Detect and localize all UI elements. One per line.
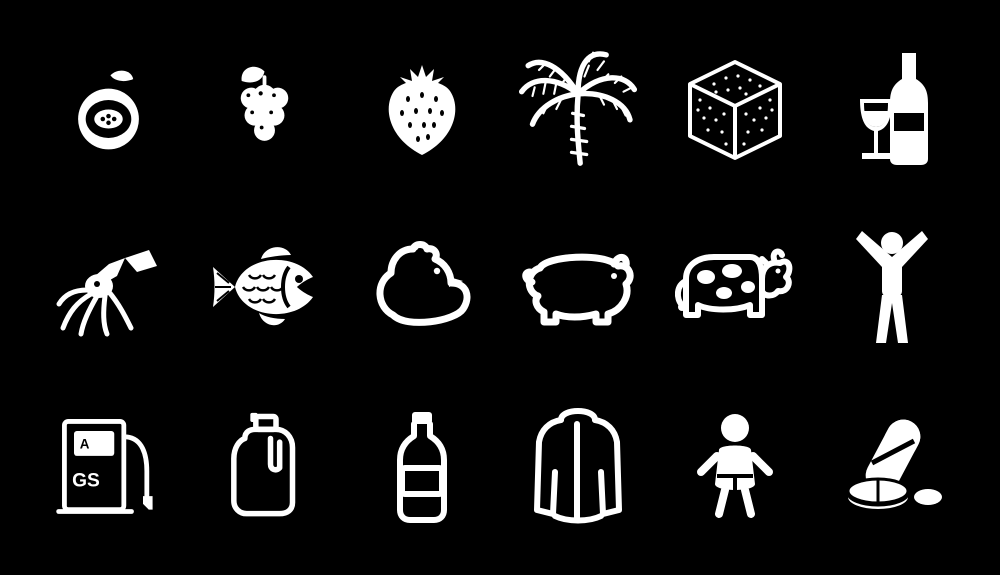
cell-chicken — [343, 198, 500, 376]
gas-pump-body-label: GS — [72, 471, 100, 492]
icon-grid: A GS — [0, 0, 1000, 575]
pig-icon — [518, 242, 638, 332]
cell-palm-tree — [500, 20, 657, 198]
fish-icon — [205, 237, 325, 337]
cell-jacket — [500, 377, 657, 555]
squid-icon — [53, 232, 163, 342]
cell-baby — [657, 377, 814, 555]
cell-person — [813, 198, 970, 376]
grapes-icon — [217, 62, 312, 157]
sugar-cube-icon — [680, 54, 790, 164]
cell-sugar-cube — [657, 20, 814, 198]
cell-squid — [30, 198, 187, 376]
cell-wine — [813, 20, 970, 198]
person-arms-up-icon — [842, 227, 942, 347]
jacket-icon — [523, 406, 633, 526]
cell-strawberry — [343, 20, 500, 198]
apple-fruit-icon — [61, 62, 156, 157]
pills-icon — [832, 411, 952, 521]
cell-gas-pump: A GS — [30, 377, 187, 555]
cow-icon — [670, 237, 800, 337]
cell-fish — [187, 198, 344, 376]
cell-grapes — [187, 20, 344, 198]
wine-bottle-glass-icon — [842, 49, 942, 169]
gas-pump-icon: A GS — [51, 408, 166, 523]
gas-pump-screen-label: A — [80, 437, 90, 452]
chicken-icon — [367, 237, 477, 337]
bottle-icon — [382, 406, 462, 526]
cell-apple-fruit — [30, 20, 187, 198]
cell-pig — [500, 198, 657, 376]
cell-detergent — [187, 377, 344, 555]
baby-icon — [685, 406, 785, 526]
palm-tree-icon — [513, 44, 643, 174]
cell-cow — [657, 198, 814, 376]
cell-bottle — [343, 377, 500, 555]
cell-pills — [813, 377, 970, 555]
detergent-bottle-icon — [219, 411, 311, 521]
strawberry-icon — [372, 59, 472, 159]
